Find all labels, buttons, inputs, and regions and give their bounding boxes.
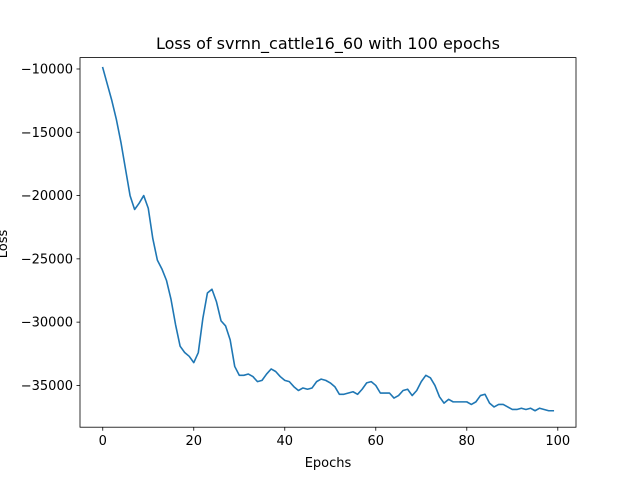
y-tick-label: −15000 [21,126,73,141]
x-tick-label: 80 [459,434,476,449]
x-tick-label: 60 [368,434,385,449]
x-axis: 0 20 40 60 80 100 [99,427,570,449]
y-tick-label: −20000 [21,189,73,204]
y-tick-label: −10000 [21,62,73,77]
y-tick-label: −30000 [21,316,73,331]
plot-frame [79,57,577,428]
plot-area [101,66,555,412]
x-tick-label: 40 [276,434,293,449]
x-axis-label: Epochs [305,456,352,471]
y-tick-label: −35000 [21,379,73,394]
y-axis: −10000 −15000 −20000 −25000 −30000 −35000 [21,62,80,394]
x-tick-label: 100 [545,434,570,449]
y-axis-label: Loss [0,230,11,259]
x-tick-label: 0 [99,434,107,449]
x-tick-label: 20 [185,434,202,449]
chart-title: Loss of svrnn_cattle16_60 with 100 epoch… [156,34,500,54]
loss-series-line [101,66,555,412]
y-tick-label: −25000 [21,252,73,267]
